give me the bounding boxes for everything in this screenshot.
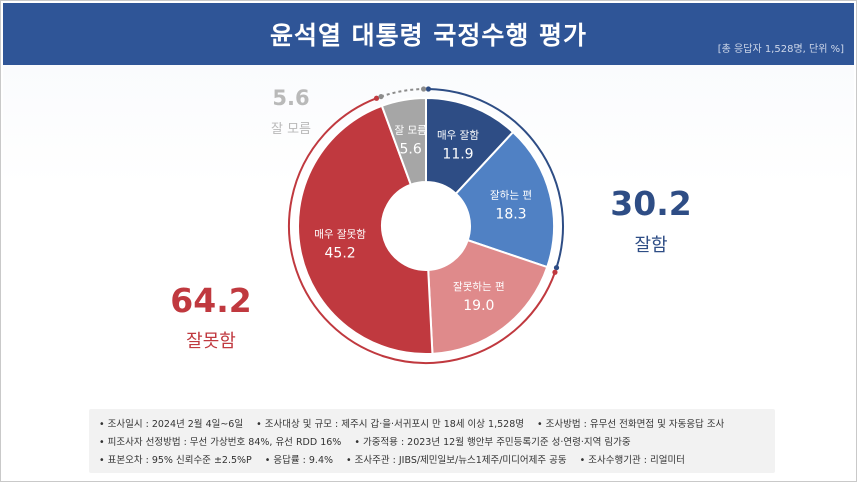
survey-host: • 조사주관 : JIBS/제민일보/뉴스1제주/미디어제주 공동 xyxy=(346,455,567,466)
positive-total-value: 30.2 xyxy=(610,184,692,223)
negative-bracket-arc-end xyxy=(373,95,380,101)
survey-method: • 조사방법 : 유무선 전화면접 및 자동응답 조사 xyxy=(537,419,725,430)
slice-value-label: 18.3 xyxy=(495,206,526,222)
survey-sampling: • 피조사자 선정방법 : 무선 가상번호 84%, 유선 RDD 16% xyxy=(99,437,342,448)
donut-chart: 매우 잘함 11.9 잘하는 편 18.3 잘못하는 편 19.0 매우 잘못함 45.2 잘 … xyxy=(288,86,564,364)
survey-date: • 조사일시 : 2024년 2월 4일~6일 xyxy=(99,419,244,430)
donut-slice xyxy=(297,104,434,355)
unknown-bracket-arc xyxy=(380,88,424,98)
positive-bracket-arc xyxy=(428,88,564,269)
slice-value-label: 5.6 xyxy=(400,142,422,158)
survey-weighting: • 가중적용 : 2023년 12월 행안부 주민등록기준 성·연령·지역 림가… xyxy=(354,437,631,448)
positive-total-label: 잘함 xyxy=(634,235,668,256)
unknown-bracket-arc-end xyxy=(378,93,384,100)
slice-value-label: 45.2 xyxy=(325,246,356,262)
unit-note: [총 응답자 1,528명, 단위 %] xyxy=(717,44,844,55)
survey-error: • 표본오차 : 95% 신뢰수준 ±2.5%P xyxy=(99,455,252,466)
negative-total-value: 64.2 xyxy=(170,281,252,320)
donut-slice xyxy=(427,238,549,355)
survey-info-box: • 조사일시 : 2024년 2월 4일~6일 • 조사대상 및 규모 : 제주… xyxy=(89,409,775,473)
survey-response-rate: • 응답률 : 9.4% xyxy=(264,455,334,466)
slice-label: 잘하는 편 xyxy=(490,188,532,201)
unknown-bracket-arc-end xyxy=(421,86,427,92)
slice-label: 잘 모름 xyxy=(394,125,427,137)
positive-bracket-arc-end xyxy=(425,86,431,92)
survey-info-row-3: • 표본오차 : 95% 신뢰수준 ±2.5%P • 응답률 : 9.4% • … xyxy=(99,452,695,466)
negative-bracket-arc xyxy=(288,97,556,364)
slice-value-label: 19.0 xyxy=(463,298,494,314)
positive-bracket-arc-end xyxy=(553,265,560,271)
negative-total-label: 잘못함 xyxy=(186,331,236,352)
donut-slice xyxy=(425,96,515,196)
negative-bracket-arc-end xyxy=(552,269,558,275)
survey-info-row-1: • 조사일시 : 2024년 2월 4일~6일 • 조사대상 및 규모 : 제주… xyxy=(99,416,734,430)
survey-agency: • 조사수행기관 : 리얼미터 xyxy=(579,455,685,466)
slice-label: 매우 잘못함 xyxy=(314,229,366,241)
donut-slice xyxy=(454,130,555,269)
slice-label: 잘못하는 편 xyxy=(453,280,505,293)
donut-slice xyxy=(380,96,427,186)
page-title: 윤석열 대통령 국정수행 평가 xyxy=(269,21,588,50)
unknown-total-label: 잘 모름 xyxy=(270,122,311,137)
slice-value-label: 11.9 xyxy=(442,146,473,162)
survey-target: • 조사대상 및 규모 : 제주시 갑·을·서귀포시 만 18세 이상 1,52… xyxy=(256,419,524,430)
survey-info-row-2: • 피조사자 선정방법 : 무선 가상번호 84%, 유선 RDD 16% • … xyxy=(99,434,641,448)
header-bar: 윤석열 대통령 국정수행 평가 [총 응답자 1,528명, 단위 %] xyxy=(3,3,854,65)
slice-label: 매우 잘함 xyxy=(437,129,479,141)
unknown-total-value: 5.6 xyxy=(272,86,310,110)
